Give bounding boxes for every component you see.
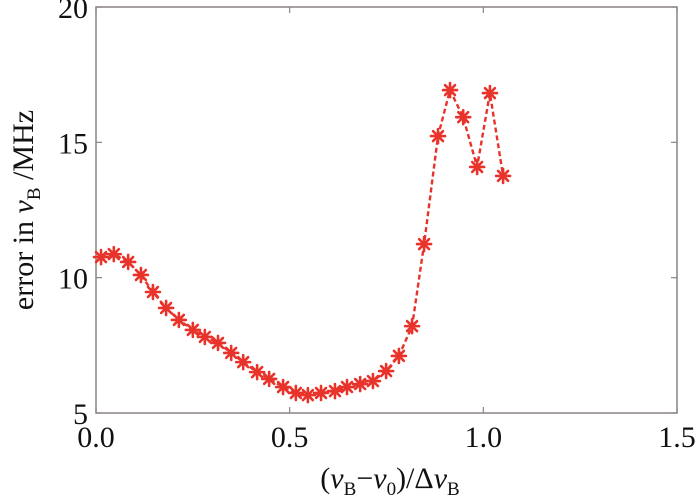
data-point-marker <box>415 235 433 253</box>
data-point-marker <box>170 311 188 329</box>
x-axis-title: (νB−ν0)/ΔνB <box>320 462 459 498</box>
data-point-marker <box>377 362 395 380</box>
data-point-marker <box>390 347 408 365</box>
data-point-marker <box>248 363 266 381</box>
y-tick-label: 20 <box>58 0 88 25</box>
data-point-marker <box>403 317 421 335</box>
x-tick-label: 1.0 <box>465 421 503 454</box>
data-point-marker <box>132 266 150 284</box>
y-axis-title: error in νB /MHz <box>7 110 45 310</box>
x-tick-label: 0.5 <box>271 421 309 454</box>
data-point-marker <box>196 328 214 346</box>
data-point-marker <box>441 81 459 99</box>
data-point-marker <box>222 344 240 362</box>
data-series <box>92 81 512 404</box>
data-point-marker <box>351 375 369 393</box>
data-point-marker <box>299 386 317 404</box>
y-tick-label: 10 <box>58 263 88 296</box>
data-point-marker <box>119 253 137 271</box>
data-point-marker <box>144 283 162 301</box>
plot-frame <box>95 6 678 414</box>
x-axis: 0.0 0.5 1.0 1.5 <box>77 7 696 454</box>
data-point-marker <box>260 370 278 388</box>
data-point-marker <box>184 321 202 339</box>
y-tick-label: 15 <box>58 127 88 160</box>
data-point-marker <box>494 167 512 185</box>
data-point-marker <box>105 245 123 263</box>
data-point-marker <box>481 84 499 102</box>
data-point-marker <box>234 353 252 371</box>
data-point-marker <box>454 108 472 126</box>
x-tick-label: 0.0 <box>77 421 115 454</box>
y-axis: 5 10 15 20 <box>58 0 677 431</box>
data-point-marker <box>92 248 110 266</box>
data-point-marker <box>157 299 175 317</box>
data-point-marker <box>274 378 292 396</box>
data-point-marker <box>364 372 382 390</box>
data-point-marker <box>287 384 305 402</box>
data-point-marker <box>429 127 447 145</box>
data-point-marker <box>326 382 344 400</box>
x-tick-label: 1.5 <box>658 421 696 454</box>
data-point-marker <box>468 158 486 176</box>
y-tick-label: 5 <box>73 398 88 431</box>
data-point-marker <box>209 334 227 352</box>
data-point-marker <box>312 384 330 402</box>
data-point-marker <box>338 378 356 396</box>
